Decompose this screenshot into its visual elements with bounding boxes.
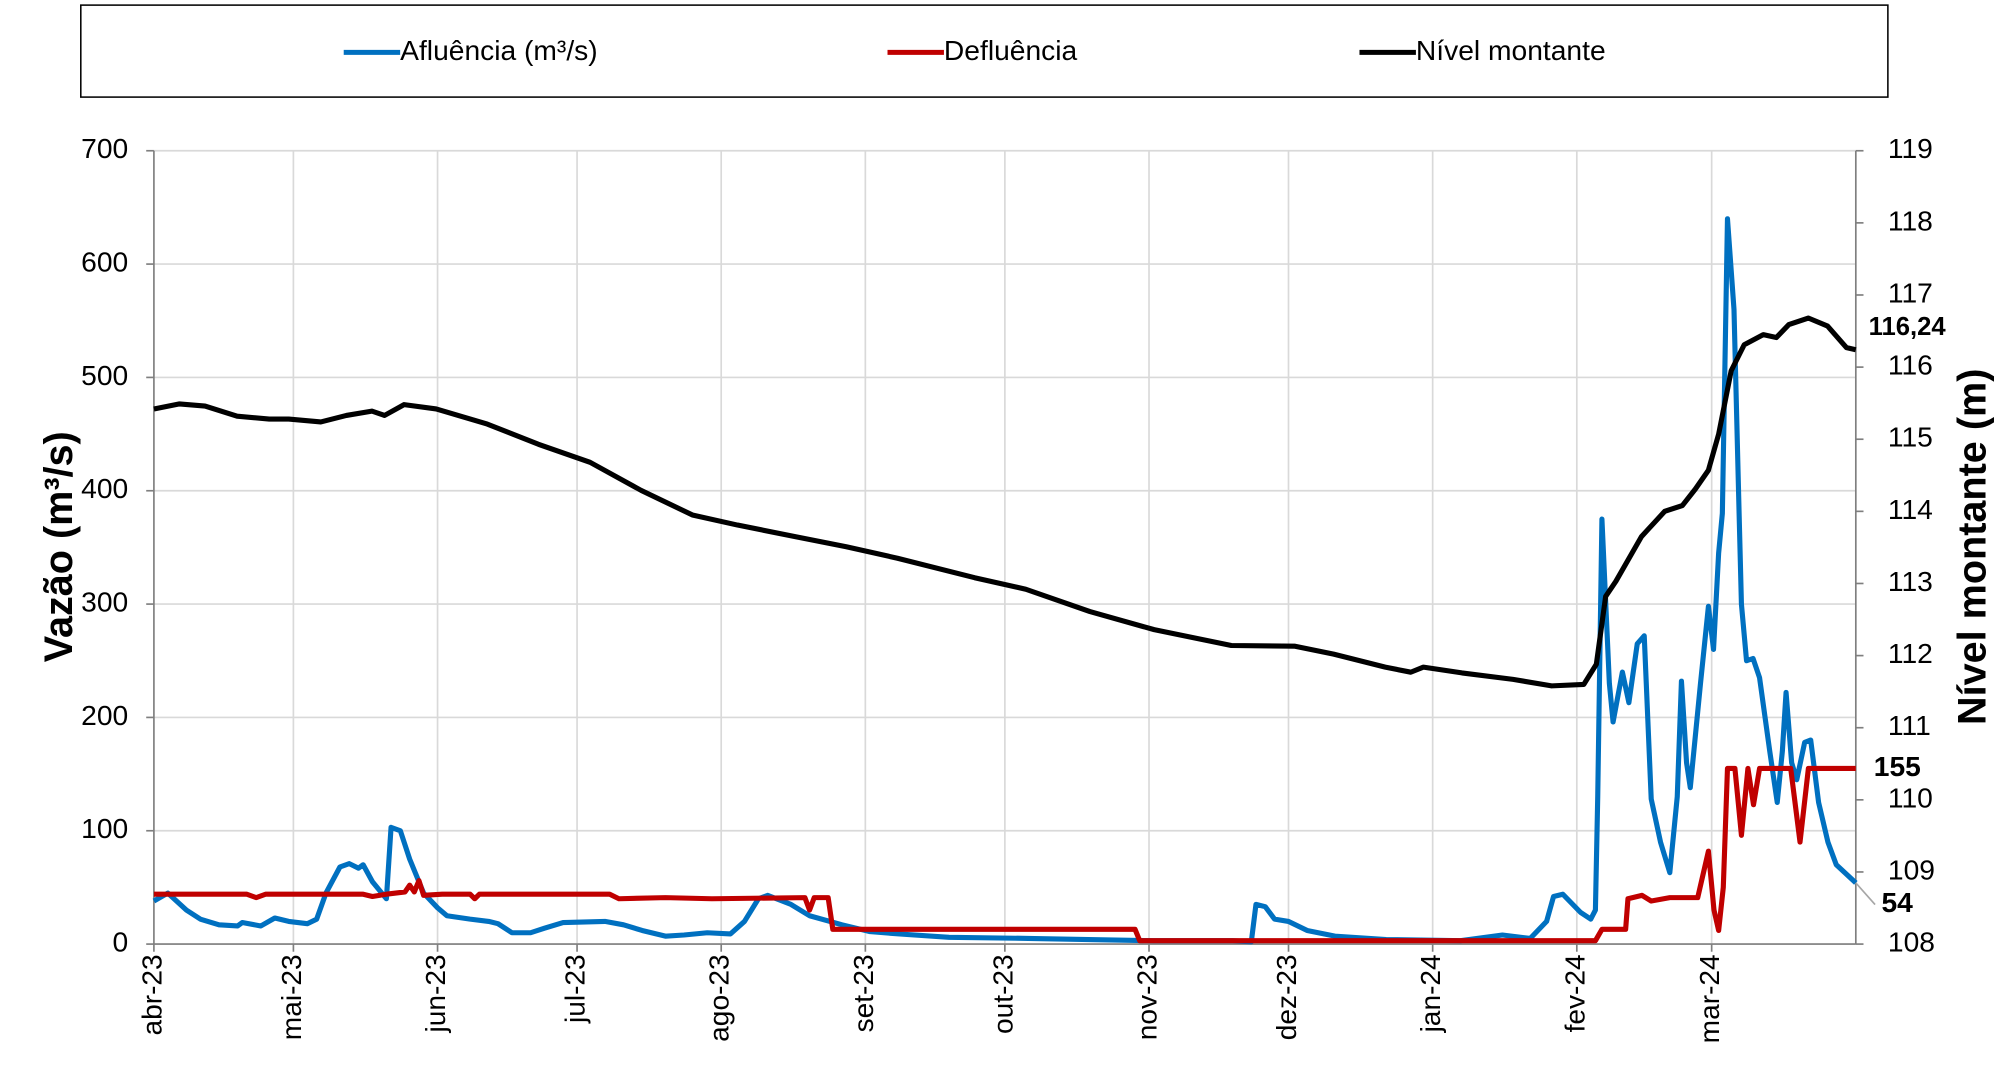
- y-tick-label: 100: [81, 813, 128, 844]
- y2-tick-label: 109: [1888, 854, 1935, 885]
- data-line: [153, 315, 1857, 689]
- y-tick-label: 0: [113, 927, 129, 958]
- y2-tick-label: 112: [1888, 638, 1933, 669]
- y2-tick-label: 110: [1888, 782, 1933, 813]
- x-tick-label: abr-23: [136, 954, 167, 1035]
- y-tick-label: 300: [81, 587, 128, 618]
- x-tick-label: jun-23: [420, 954, 451, 1033]
- y2-tick-label: 113: [1888, 566, 1933, 597]
- x-tick-label: dez-23: [1271, 954, 1302, 1040]
- y-axis-title: Vazão (m³/s): [37, 431, 81, 662]
- x-tick-label: mai-23: [276, 954, 307, 1040]
- x-tick-label: nov-23: [1131, 954, 1162, 1040]
- y2-tick-label: 117: [1888, 277, 1933, 308]
- data-label: 116,24: [1869, 313, 1947, 341]
- y-tick-label: 400: [81, 473, 128, 504]
- y2-tick-label: 116: [1888, 350, 1933, 381]
- x-tick-label: out-23: [987, 954, 1018, 1034]
- x-tick-label: set-23: [848, 954, 879, 1032]
- x-tick-label: jul-23: [559, 954, 590, 1024]
- x-tick-label: mar-24: [1694, 954, 1725, 1043]
- y-tick-label: 200: [81, 700, 128, 731]
- legend-label: Nível montante: [1416, 35, 1606, 66]
- data-label: 155: [1874, 751, 1921, 782]
- x-tick-label: fev-24: [1559, 954, 1590, 1032]
- x-tick-label: jan-24: [1415, 954, 1446, 1033]
- y2-tick-label: 108: [1888, 927, 1935, 958]
- leader-line: [1855, 882, 1876, 906]
- y-tick-label: 500: [81, 360, 128, 391]
- y-tick-label: 700: [81, 133, 128, 164]
- legend-label: Afluência (m³/s): [400, 35, 598, 66]
- y2-tick-label: 115: [1888, 422, 1933, 453]
- data-line: [153, 765, 1856, 944]
- y2-axis-title: Nível montante (m): [1951, 369, 1995, 725]
- x-tick-label: ago-23: [704, 954, 735, 1042]
- y2-tick-label: 119: [1888, 133, 1933, 164]
- legend-label: Defluência: [944, 35, 1078, 66]
- y-tick-label: 600: [81, 247, 128, 278]
- data-label: 54: [1881, 887, 1913, 918]
- y2-tick-label: 118: [1888, 205, 1933, 236]
- y2-tick-label: 114: [1888, 494, 1933, 525]
- y2-tick-label: 111: [1888, 710, 1931, 741]
